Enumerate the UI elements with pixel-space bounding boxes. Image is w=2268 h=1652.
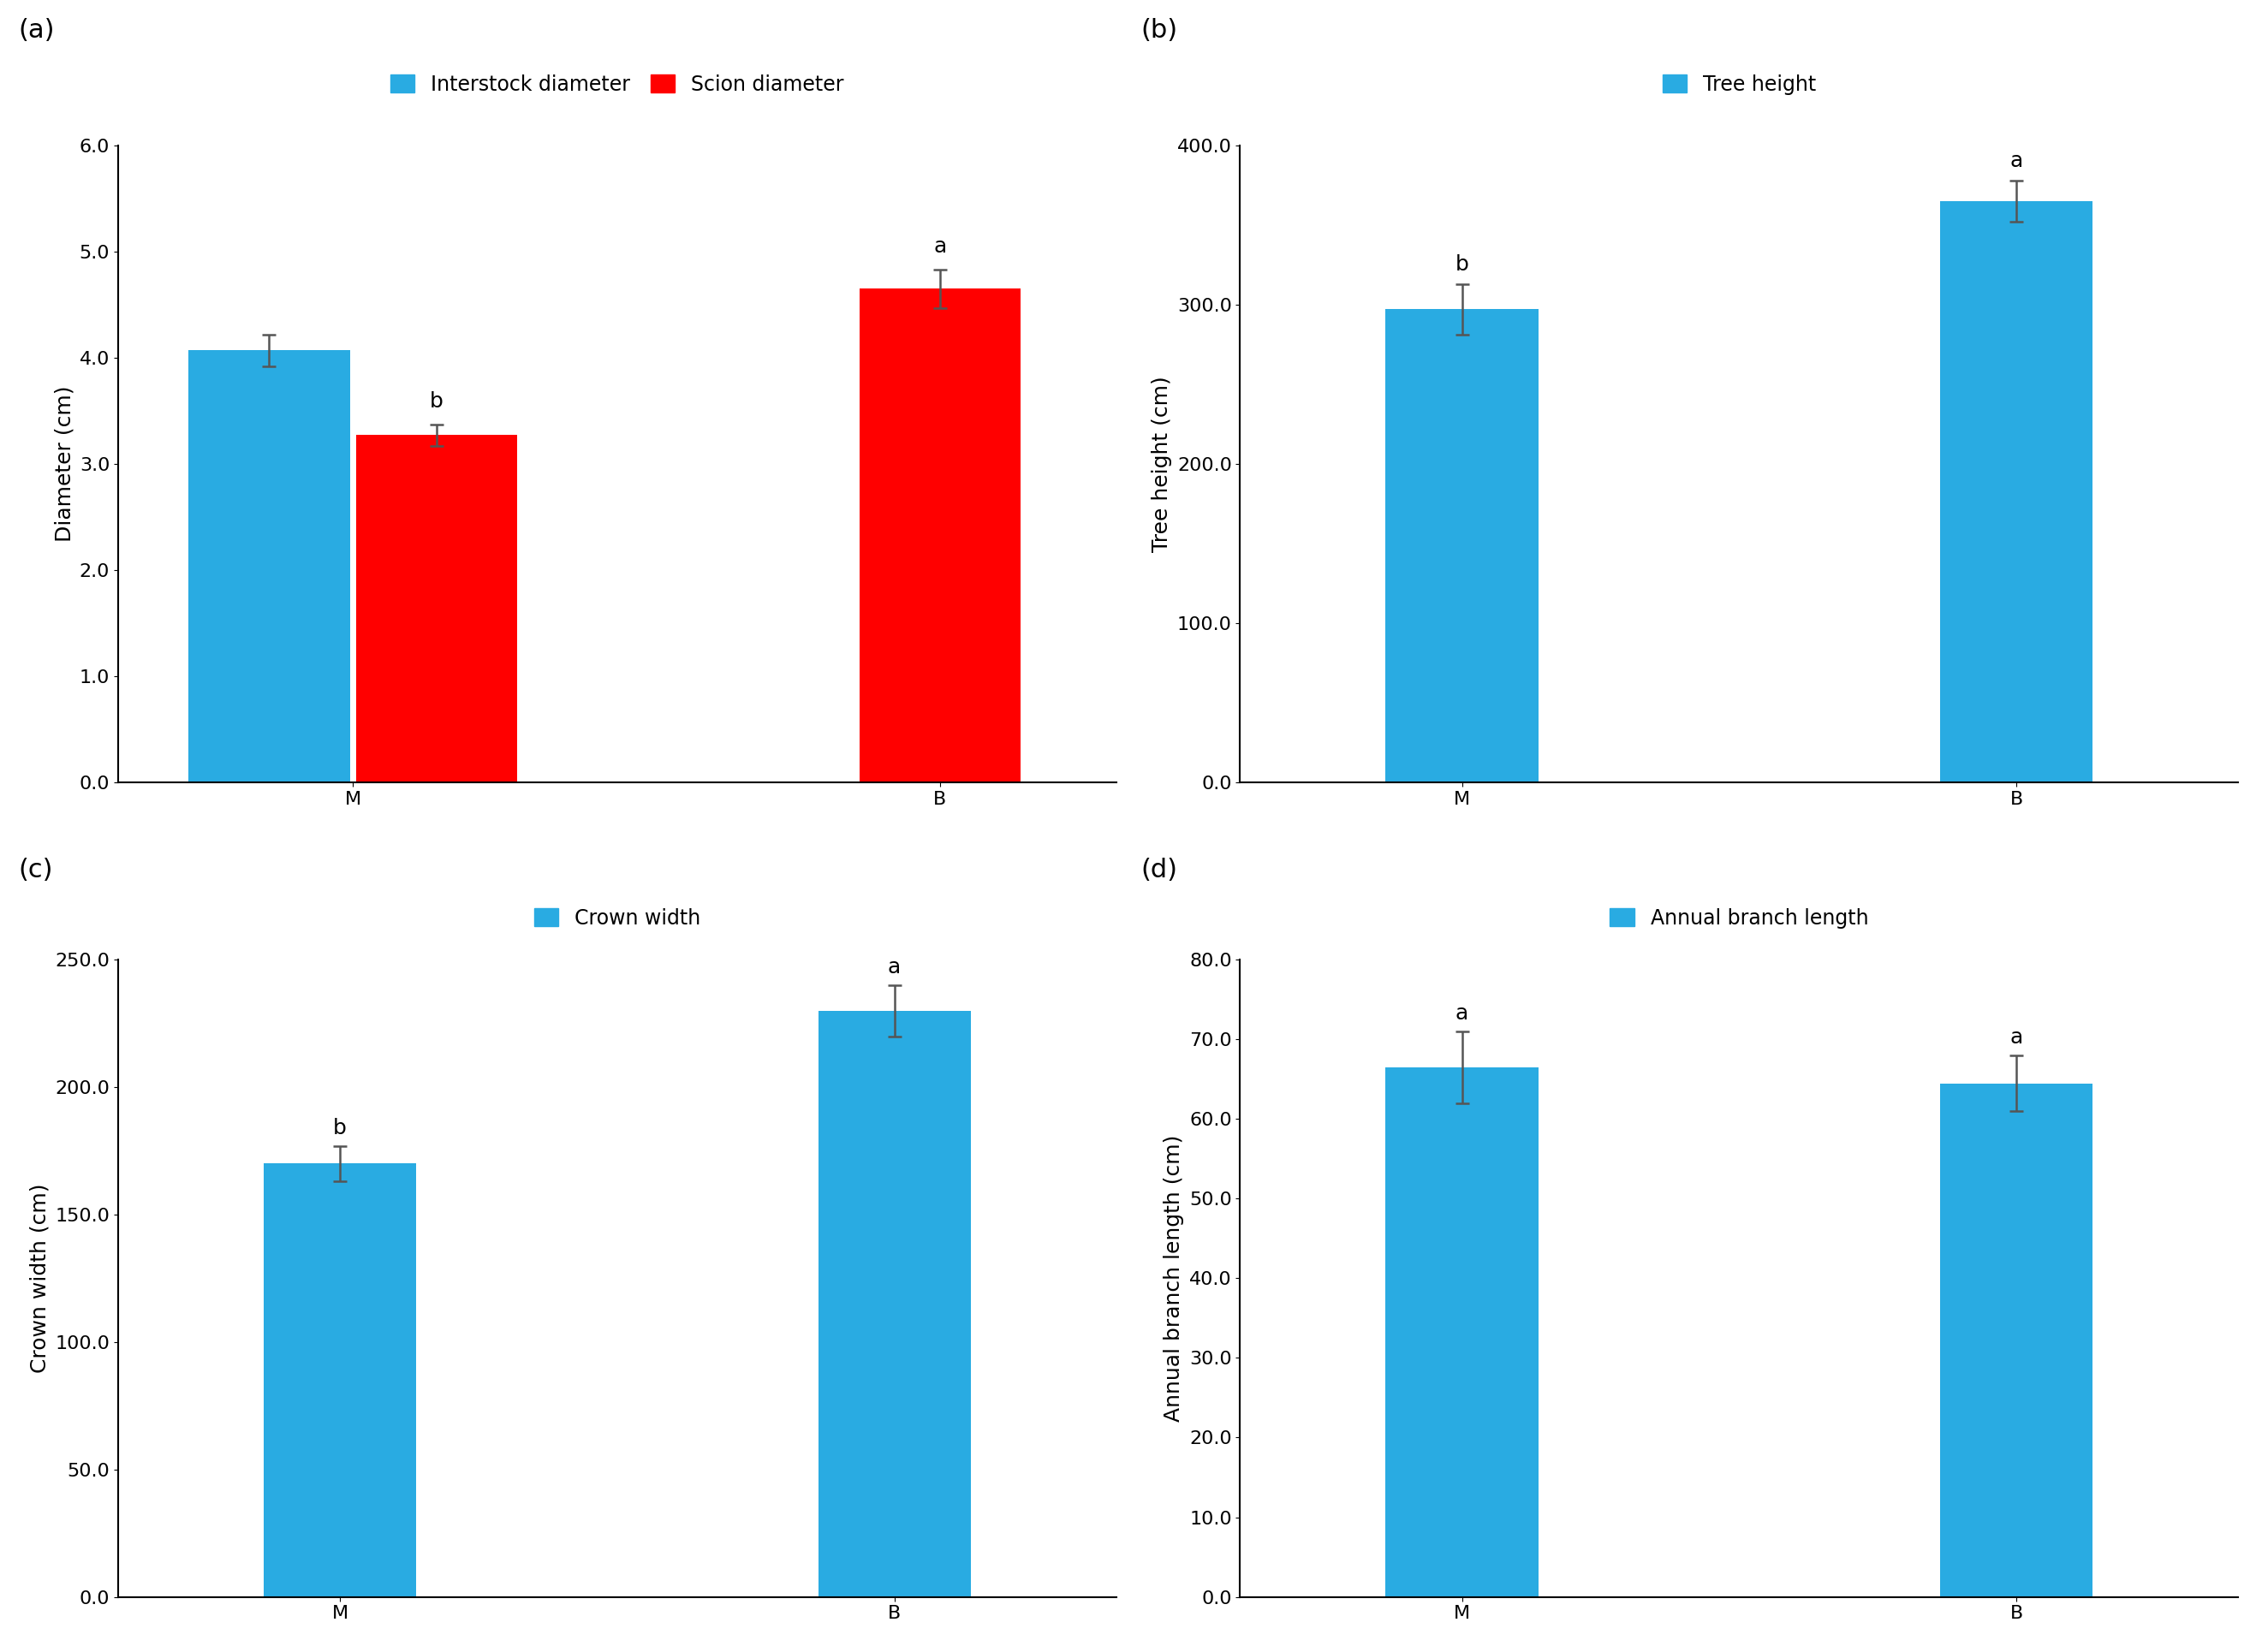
Text: a: a <box>2009 1028 2023 1047</box>
Bar <box>1386 1067 1538 1597</box>
Text: (a): (a) <box>18 18 54 43</box>
Bar <box>188 350 349 783</box>
Y-axis label: Tree height (cm): Tree height (cm) <box>1152 375 1173 552</box>
Y-axis label: Crown width (cm): Crown width (cm) <box>29 1183 50 1373</box>
Bar <box>1386 309 1538 783</box>
Text: (c): (c) <box>18 857 52 882</box>
Bar <box>1939 202 2093 783</box>
Bar <box>860 289 1021 783</box>
Bar <box>819 1011 971 1597</box>
Bar <box>1939 1084 2093 1597</box>
Bar <box>263 1163 415 1597</box>
Text: b: b <box>333 1118 347 1138</box>
Y-axis label: Diameter (cm): Diameter (cm) <box>54 387 75 542</box>
Text: b: b <box>1456 254 1470 274</box>
Legend: Crown width: Crown width <box>526 900 708 937</box>
Legend: Interstock diameter, Scion diameter: Interstock diameter, Scion diameter <box>383 66 853 102</box>
Legend: Tree height: Tree height <box>1653 66 1823 102</box>
Text: a: a <box>934 236 946 256</box>
Text: b: b <box>429 392 442 411</box>
Text: (d): (d) <box>1141 857 1177 882</box>
Text: a: a <box>1456 1003 1467 1024</box>
Text: a: a <box>2009 150 2023 170</box>
Legend: Annual branch length: Annual branch length <box>1601 900 1876 937</box>
Text: (b): (b) <box>1141 18 1177 43</box>
Bar <box>356 434 517 783</box>
Y-axis label: Annual branch length (cm): Annual branch length (cm) <box>1163 1135 1184 1422</box>
Text: a: a <box>887 957 900 978</box>
